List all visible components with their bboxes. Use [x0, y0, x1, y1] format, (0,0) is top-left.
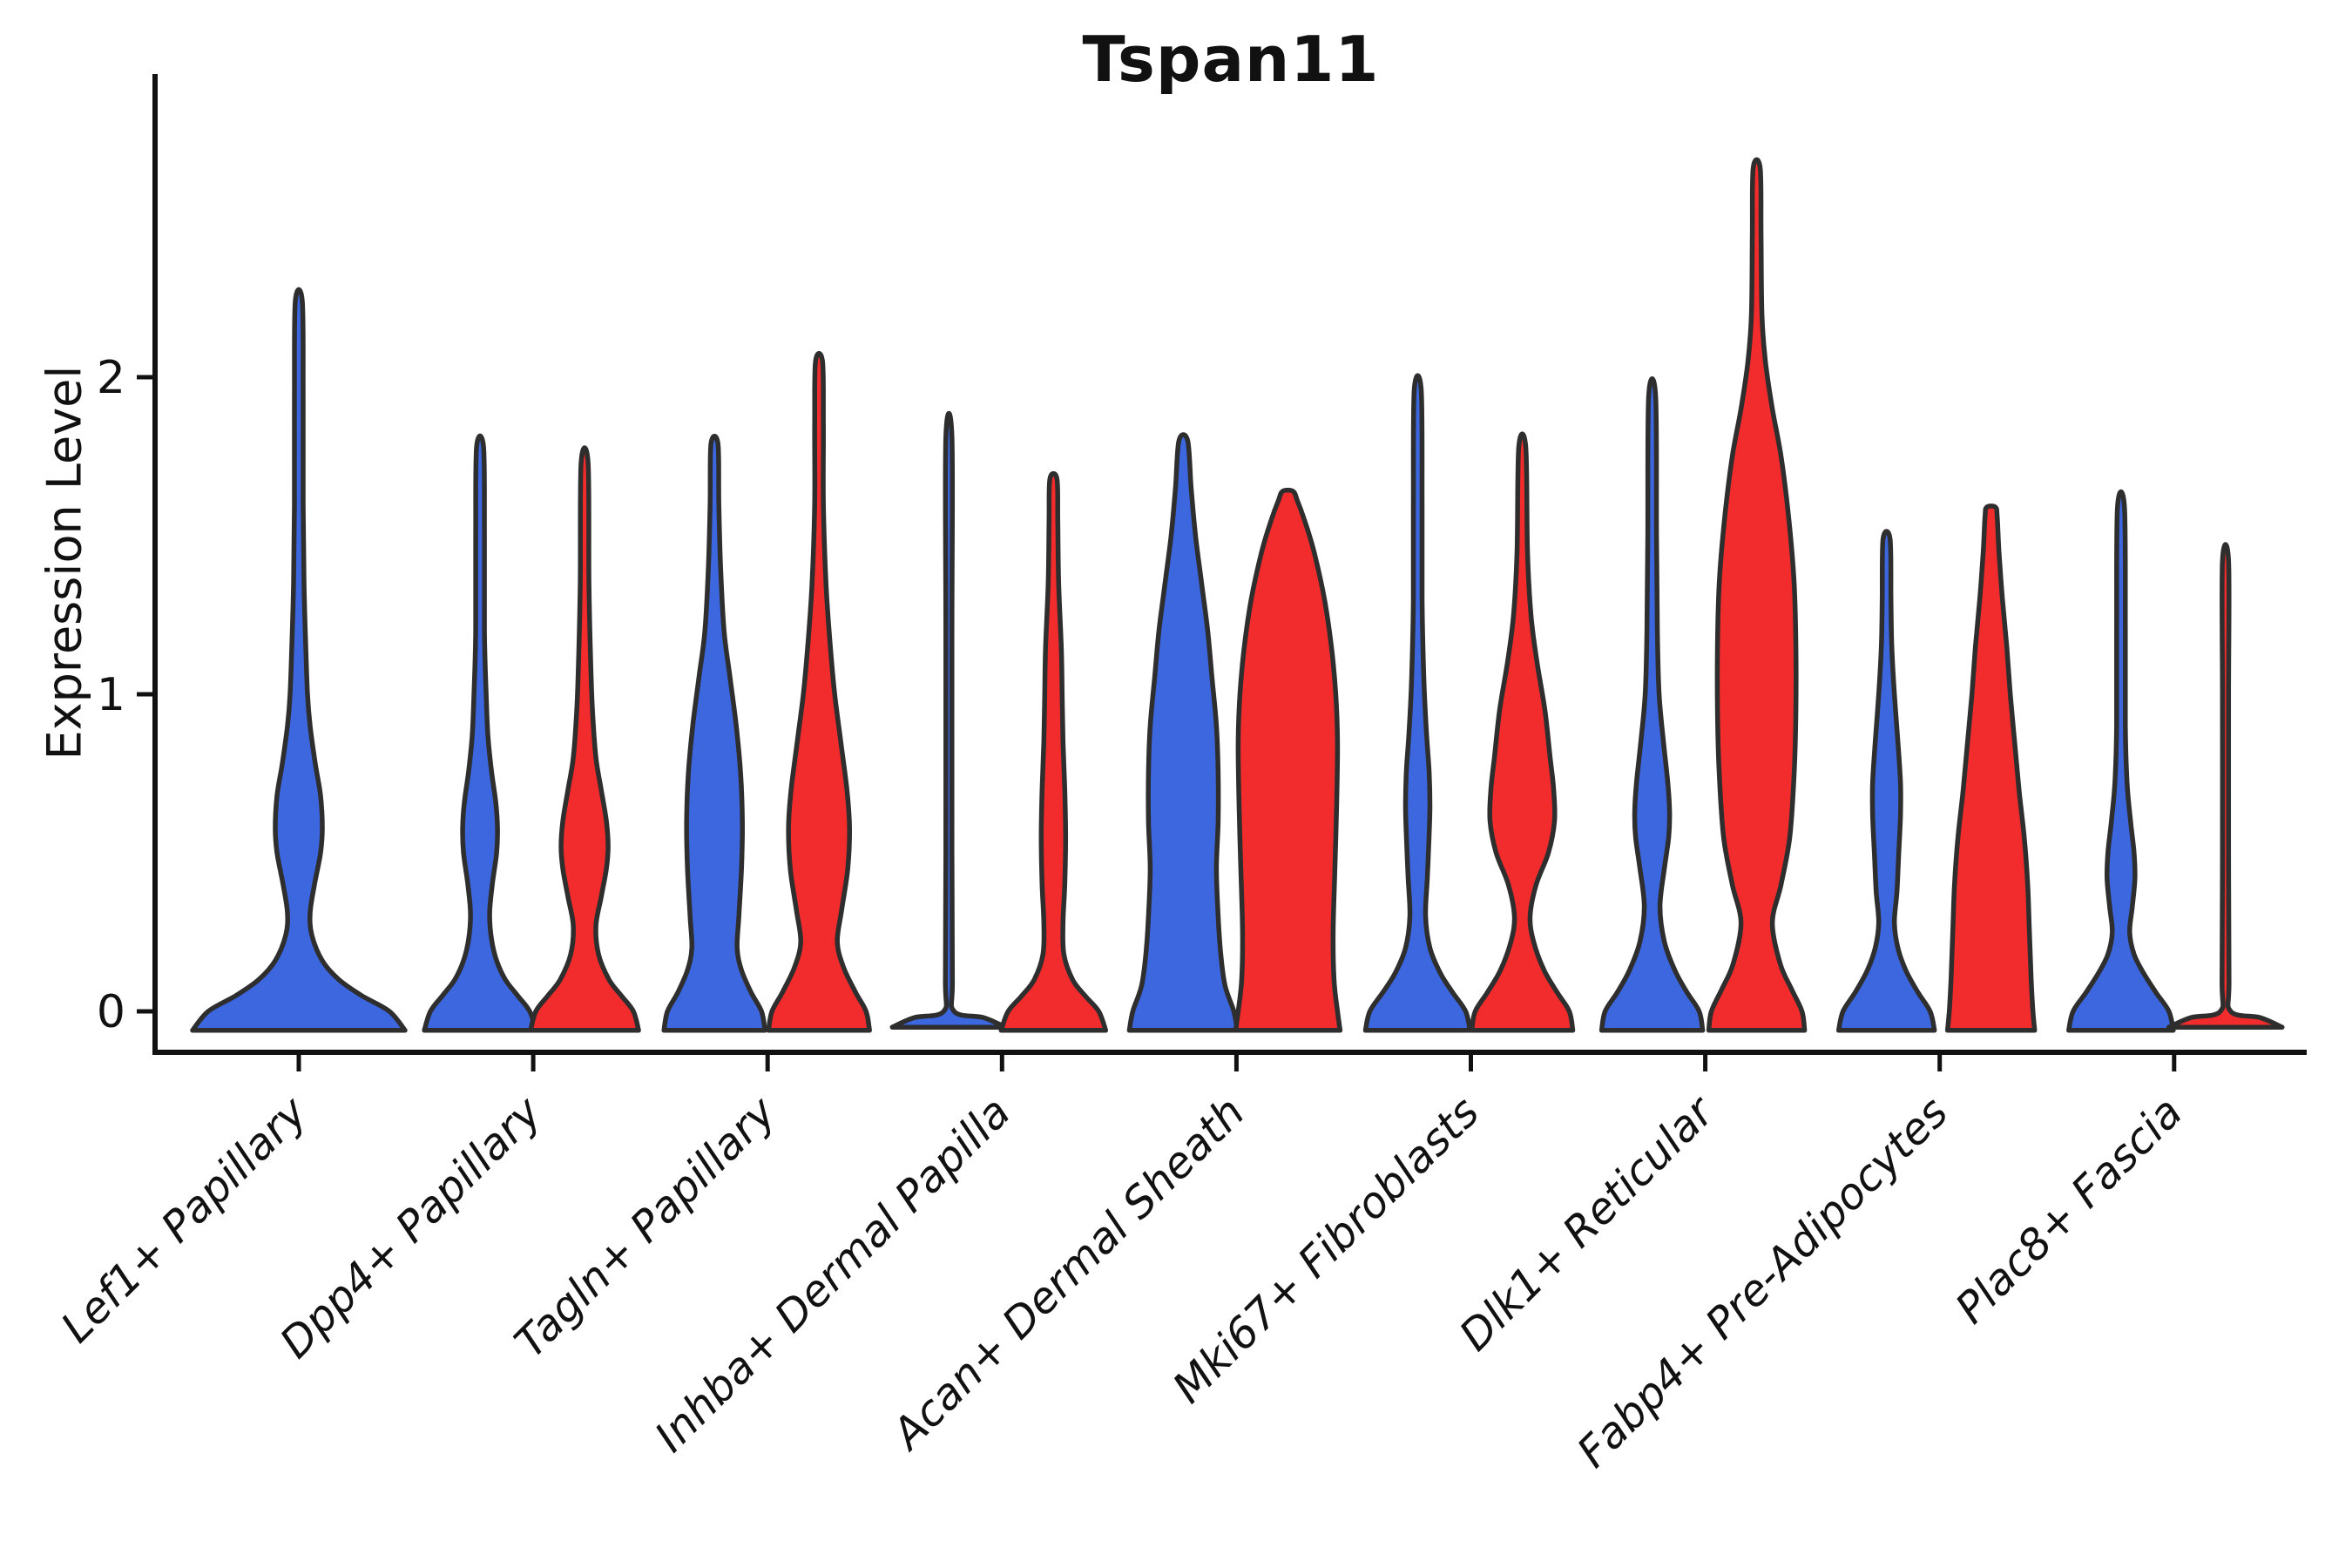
violin-dpp4-blue — [422, 433, 538, 1033]
y-tick-label: 2 — [97, 352, 125, 404]
x-category-label: Dlk1+ Reticular — [1450, 1085, 1725, 1360]
violin-mki67-blue — [1362, 373, 1473, 1033]
violin-mki67-red — [1469, 431, 1576, 1033]
violin-acan-red — [1233, 487, 1343, 1033]
violin-tagln-blue — [661, 434, 767, 1033]
violin-lef1-blue — [190, 287, 408, 1033]
x-category-label: Tagln+ Papillary — [505, 1086, 786, 1367]
violin-dpp4-red — [528, 445, 641, 1033]
violin-fabp4-red — [1944, 504, 2038, 1033]
violin-plac8-blue — [2066, 489, 2176, 1033]
x-category-label: Lef1+ Papillary — [51, 1086, 317, 1352]
x-category-label: Plac8+ Fascia — [1946, 1087, 2192, 1333]
violin-tagln-red — [766, 350, 872, 1033]
violin-dlk1-blue — [1598, 376, 1706, 1033]
violin-inhba-red — [998, 470, 1109, 1033]
violin-dlk1-red — [1706, 157, 1808, 1033]
chart-title: Tspan11 — [1082, 23, 1380, 96]
violin-acan-blue — [1126, 432, 1240, 1033]
y-tick-label: 1 — [97, 669, 125, 721]
violin-plac8-red — [2166, 542, 2285, 1030]
violin-fabp4-blue — [1835, 529, 1937, 1033]
y-tick-label: 0 — [97, 986, 125, 1038]
x-category-label: Dpp4+ Papillary — [271, 1086, 552, 1368]
violin-inhba-blue — [889, 411, 1009, 1030]
x-category-label: Fabp4+ Pre-Adipocytes — [1568, 1087, 1958, 1477]
